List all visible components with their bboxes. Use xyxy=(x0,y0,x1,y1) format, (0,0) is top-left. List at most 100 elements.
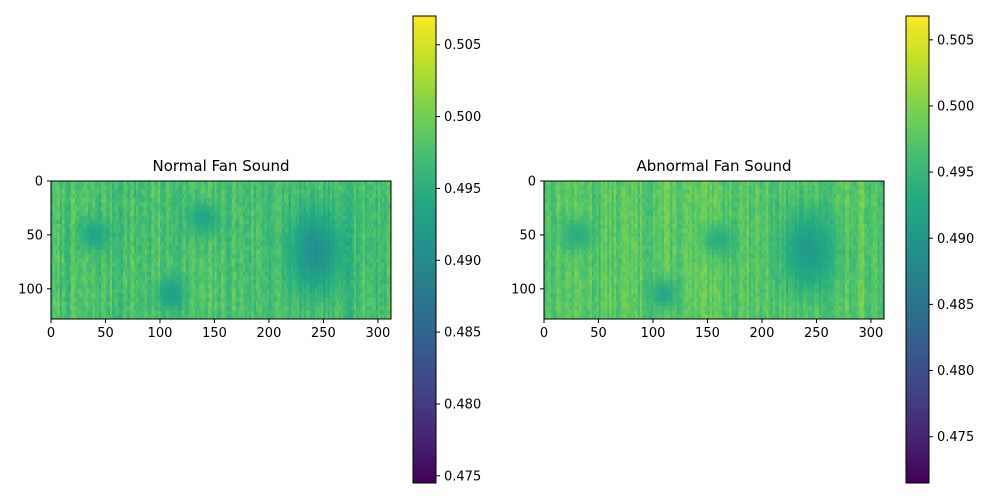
heatmap-cell xyxy=(301,280,305,285)
heatmap-cell xyxy=(367,185,370,190)
heatmap-cell xyxy=(125,206,128,212)
heatmap-cell xyxy=(205,198,209,203)
heatmap-cell xyxy=(131,198,135,203)
heatmap-cell xyxy=(244,206,248,212)
heatmap-cell xyxy=(223,267,226,272)
heatmap-cell xyxy=(362,224,366,229)
heatmap-cell xyxy=(240,185,244,190)
heatmap-cell xyxy=(131,250,135,255)
heatmap-cell xyxy=(284,250,287,255)
heatmap-cell xyxy=(299,237,302,242)
heatmap-cell xyxy=(247,232,250,238)
heatmap-cell xyxy=(234,314,237,320)
heatmap-cell xyxy=(199,314,202,320)
heatmap-cell xyxy=(205,254,209,259)
heatmap-cell xyxy=(223,288,226,294)
heatmap-cell xyxy=(66,206,69,212)
heatmap-cell xyxy=(94,254,98,259)
heatmap-cell xyxy=(53,219,56,225)
heatmap-cell xyxy=(68,280,71,285)
heatmap-cell xyxy=(323,237,326,242)
heatmap-cell xyxy=(109,245,113,251)
heatmap-cell xyxy=(295,198,298,203)
heatmap-cell xyxy=(105,258,108,264)
heatmap-cell xyxy=(142,232,146,238)
heatmap-cell xyxy=(369,219,372,225)
heatmap-cell xyxy=(53,211,56,216)
heatmap-cell xyxy=(90,198,93,203)
heatmap-cell xyxy=(57,215,61,221)
heatmap-cell xyxy=(301,219,305,225)
heatmap-cell xyxy=(53,293,56,298)
heatmap-cell xyxy=(197,254,200,259)
heatmap-cell xyxy=(199,198,202,203)
heatmap-cell xyxy=(367,250,370,255)
heatmap-cell xyxy=(57,284,61,290)
heatmap-cell xyxy=(279,271,283,277)
heatmap-cell xyxy=(384,314,387,320)
heatmap-cell xyxy=(68,297,71,303)
heatmap-cell xyxy=(151,228,154,234)
heatmap-cell xyxy=(109,267,113,272)
heatmap-cell xyxy=(57,241,61,246)
heatmap-cell xyxy=(312,258,316,264)
heatmap-cell xyxy=(236,189,239,195)
heatmap-cell xyxy=(353,258,357,264)
heatmap-cell xyxy=(343,288,346,294)
heatmap-cell xyxy=(212,284,215,290)
heatmap-cell xyxy=(249,254,252,259)
heatmap-cell xyxy=(112,245,115,251)
heatmap-cell xyxy=(369,228,372,234)
heatmap-cell xyxy=(297,185,300,190)
heatmap-cell xyxy=(327,271,331,277)
heatmap-cell xyxy=(244,250,248,255)
heatmap-cell xyxy=(247,288,250,294)
heatmap-cell xyxy=(170,237,174,242)
heatmap-cell xyxy=(77,254,80,259)
heatmap-cell xyxy=(127,232,130,238)
heatmap-cell xyxy=(175,185,178,190)
heatmap-cell xyxy=(216,275,220,281)
heatmap-cell xyxy=(177,280,180,285)
heatmap-cell xyxy=(316,250,320,255)
heatmap-cell xyxy=(68,245,71,251)
heatmap-cell xyxy=(236,262,239,268)
heatmap-cell xyxy=(314,202,318,208)
heatmap-cell xyxy=(268,301,272,307)
heatmap-cell xyxy=(85,306,89,311)
heatmap-cell xyxy=(336,237,339,242)
heatmap-cell xyxy=(77,275,80,281)
heatmap-cell xyxy=(362,280,366,285)
heatmap-cell xyxy=(240,241,244,246)
heatmap-cell xyxy=(297,297,300,303)
heatmap-cell xyxy=(94,301,98,307)
heatmap-cell xyxy=(234,215,237,221)
heatmap-cell xyxy=(175,206,178,212)
heatmap-cell xyxy=(260,262,263,268)
heatmap-cell xyxy=(133,198,137,203)
heatmap-cell xyxy=(90,275,93,281)
heatmap-cell xyxy=(377,215,381,221)
heatmap-cell xyxy=(247,280,250,285)
heatmap-cell xyxy=(380,284,383,290)
heatmap-cell xyxy=(364,262,368,268)
heatmap-cell xyxy=(183,250,187,255)
heatmap-cell xyxy=(61,271,65,277)
heatmap-cell xyxy=(175,293,178,298)
heatmap-cell xyxy=(157,202,161,208)
heatmap-cell xyxy=(164,250,167,255)
heatmap-cell xyxy=(271,232,274,238)
heatmap-cell xyxy=(334,241,337,246)
heatmap-cell xyxy=(377,306,381,311)
heatmap-cell xyxy=(68,284,71,290)
heatmap-cell xyxy=(299,185,302,190)
heatmap-cell xyxy=(373,215,377,221)
heatmap-cell xyxy=(310,284,313,290)
heatmap-cell xyxy=(183,288,187,294)
heatmap-cell xyxy=(319,262,322,268)
heatmap-cell xyxy=(323,198,326,203)
heatmap-cell xyxy=(96,206,100,212)
heatmap-cell xyxy=(268,206,272,212)
heatmap-cell xyxy=(207,189,211,195)
heatmap-cell xyxy=(74,280,78,285)
